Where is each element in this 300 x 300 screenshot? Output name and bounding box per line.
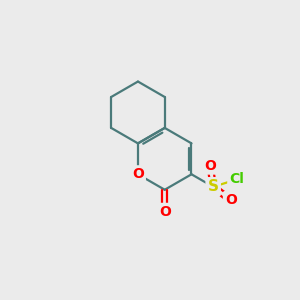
Text: O: O <box>132 167 144 181</box>
Text: O: O <box>204 159 216 172</box>
Text: S: S <box>208 179 219 194</box>
Text: O: O <box>159 205 171 219</box>
Text: O: O <box>225 193 237 207</box>
Text: Cl: Cl <box>229 172 244 186</box>
